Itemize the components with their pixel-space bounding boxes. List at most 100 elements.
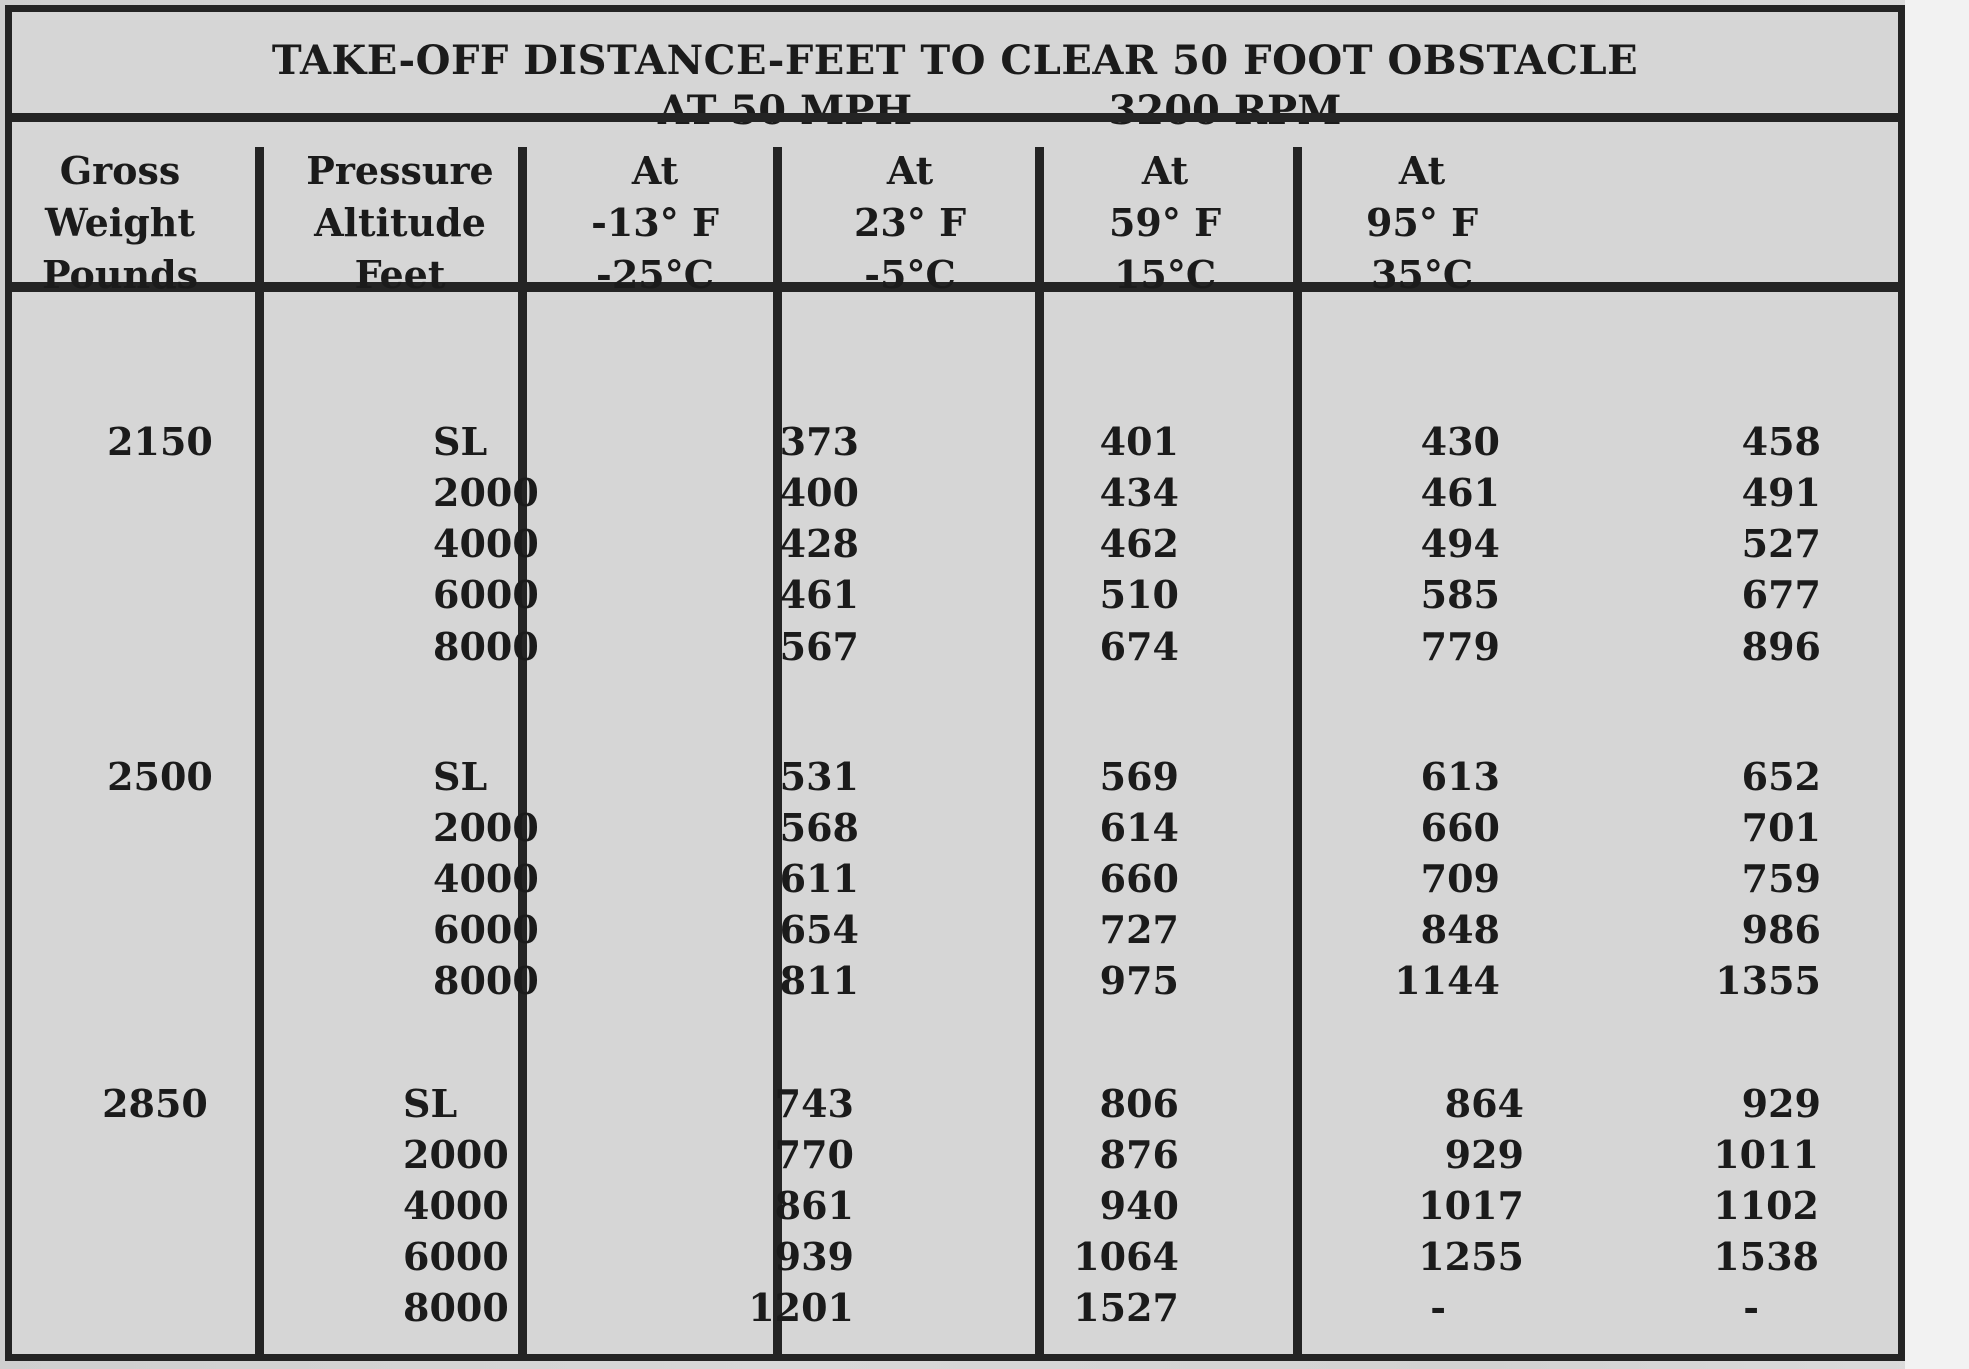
value-cell: 568 [779,805,859,850]
value-cell: 614 [1099,805,1179,850]
column-divider [1293,147,1302,1361]
altitude-cell: 8000 [433,624,539,669]
header-temp-3: At 59° F 15°C [1055,145,1275,301]
value-cell: 430 [1420,419,1500,464]
title-divider [5,113,1905,122]
altitude-cell: 4000 [403,1183,509,1228]
value-cell: 1064 [1073,1234,1179,1279]
value-cell: 701 [1741,805,1821,850]
value-cell: 709 [1420,856,1500,901]
value-cell: 1102 [1713,1183,1819,1228]
altitude-cell: 8000 [433,958,539,1003]
value-cell: 494 [1420,521,1500,566]
value-cell: 896 [1741,624,1821,669]
value-cell: 654 [779,907,859,952]
header-text: At [1398,148,1446,193]
value-cell: 613 [1420,754,1500,799]
gross-weight-value: 2500 [107,754,213,799]
header-text: Pounds [41,252,199,297]
value-cell: 759 [1741,856,1821,901]
value-cell: - [1430,1285,1446,1330]
value-cell: 434 [1099,470,1179,515]
value-cell: 929 [1741,1081,1821,1126]
value-cell: 585 [1420,572,1500,617]
value-cell: 428 [779,521,859,566]
value-cell: 940 [1099,1183,1179,1228]
value-cell: 527 [1741,521,1821,566]
title-main: TAKE-OFF DISTANCE-FEET TO CLEAR 50 FOOT … [271,37,1639,84]
value-cell: 674 [1099,624,1179,669]
gross-weight-value: 2150 [107,419,213,464]
altitude-cell: 2000 [403,1132,509,1177]
value-cell: 652 [1741,754,1821,799]
header-divider [5,282,1905,292]
header-pressure-altitude: Pressure Altitude Feet [290,145,510,301]
value-cell: 727 [1099,907,1179,952]
column-divider [518,147,527,1361]
header-text: Feet [354,252,446,297]
header-gross-weight: Gross Weight Pounds [20,145,220,301]
value-cell: 458 [1741,419,1821,464]
value-cell: 1538 [1713,1234,1819,1279]
header-text: Weight [45,200,195,245]
value-cell: 611 [779,856,859,901]
header-text: -13° F [591,200,719,245]
value-cell: 401 [1099,419,1179,464]
header-temp-4: At 95° F 35°C [1312,145,1532,301]
value-cell: 864 [1444,1081,1524,1126]
value-cell: 1201 [748,1285,854,1330]
value-cell: 1144 [1394,958,1500,1003]
header-text: Gross [59,148,181,193]
header-text: At [886,148,934,193]
column-divider [255,147,264,1361]
value-cell: 861 [774,1183,854,1228]
page-margin [1905,0,1969,1369]
header-text: At [631,148,679,193]
value-cell: 876 [1099,1132,1179,1177]
value-cell: 770 [774,1132,854,1177]
altitude-cell: 4000 [433,521,539,566]
value-cell: 462 [1099,521,1179,566]
value-cell: 531 [779,754,859,799]
header-text: -5°C [864,252,956,297]
column-divider [773,147,782,1361]
value-cell: 848 [1420,907,1500,952]
title-rpm: 3200 RPM [1108,87,1342,134]
takeoff-distance-table [5,5,1905,1361]
value-cell: 929 [1444,1132,1524,1177]
value-cell: 939 [774,1234,854,1279]
header-text: 15°C [1113,252,1217,297]
value-cell: 811 [779,958,859,1003]
value-cell: 510 [1099,572,1179,617]
altitude-cell: SL [433,419,488,464]
value-cell: 986 [1741,907,1821,952]
header-text: 95° F [1365,200,1479,245]
header-text: Pressure [306,148,494,193]
header-temp-2: At 23° F -5°C [800,145,1020,301]
header-text: 23° F [853,200,967,245]
altitude-cell: 4000 [433,856,539,901]
header-text: Altitude [314,200,486,245]
altitude-cell: 2000 [433,470,539,515]
value-cell: 660 [1099,856,1179,901]
value-cell: 569 [1099,754,1179,799]
value-cell: 806 [1099,1081,1179,1126]
column-divider [1035,147,1044,1361]
value-cell: 1011 [1713,1132,1819,1177]
altitude-cell: 6000 [403,1234,509,1279]
value-cell: 461 [1420,470,1500,515]
altitude-cell: 6000 [433,907,539,952]
title-speed: AT 50 MPH [657,87,913,134]
altitude-cell: 6000 [433,572,539,617]
header-text: 35°C [1370,252,1474,297]
value-cell: 373 [779,419,859,464]
header-temp-1: At -13° F -25°C [545,145,765,301]
header-text: At [1141,148,1189,193]
value-cell: 975 [1099,958,1179,1003]
altitude-cell: SL [433,754,488,799]
value-cell: 567 [779,624,859,669]
value-cell: 677 [1741,572,1821,617]
gross-weight-value: 2850 [102,1081,208,1126]
value-cell: 779 [1420,624,1500,669]
